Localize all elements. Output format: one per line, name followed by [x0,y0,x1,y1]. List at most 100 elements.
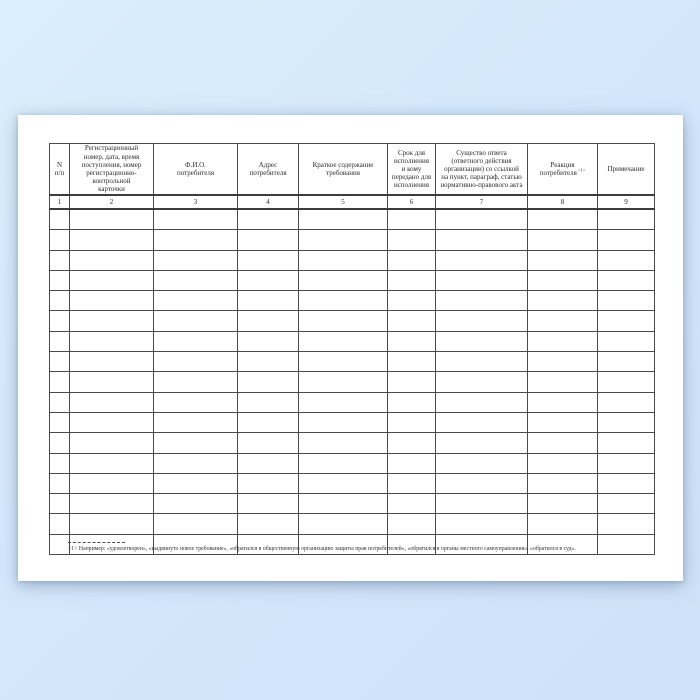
header-cell-5: Краткое содержание требования [298,143,388,196]
table-row [49,472,655,495]
table-cell [435,351,528,373]
table-cell [69,432,154,454]
table-cell [597,493,655,515]
table-cell [597,391,655,413]
table-cell [153,249,238,271]
table-cell [435,330,528,353]
table-cell [597,351,655,373]
table-cell [69,513,154,535]
table-cell [69,310,154,332]
header-cell-7: Существо ответа (ответного действия орга… [435,143,528,196]
table-cell [69,371,154,393]
table-cell [237,310,299,332]
table-cell [153,310,238,332]
table-cell [387,290,436,312]
table-cell [435,371,528,393]
table-cell [387,249,436,271]
table-cell [153,229,238,251]
table-row [49,513,655,535]
table-cell [49,208,70,231]
table-cell [49,493,70,515]
table-cell [597,249,655,271]
header-cell-2: Регистрационный номер, дата, время посту… [69,143,154,196]
table-cell [527,432,598,454]
table-cell [69,493,154,515]
header-cell-3: Ф.И.О. потребителя [153,143,238,196]
column-number-cell: 2 [69,194,154,210]
table-cell [153,411,238,434]
footnote-separator [68,542,125,543]
table-cell [435,269,528,292]
table-cell [49,411,70,434]
table-cell [49,513,70,535]
table-cell [298,371,388,393]
table-row [49,533,655,556]
table-cell [69,330,154,353]
table-cell [153,351,238,373]
table-cell [435,533,528,556]
table-cell [527,229,598,251]
table-cell [298,493,388,515]
table-header: N п/п Регистрационный номер, дата, время … [49,143,655,196]
table-cell [298,391,388,413]
table-cell [435,391,528,413]
table-cell [435,472,528,495]
table-cell [237,391,299,413]
table-cell [527,493,598,515]
table-cell [527,371,598,393]
table-row [49,229,655,251]
table-row [49,371,655,393]
document-page: N п/п Регистрационный номер, дата, время … [18,115,683,581]
table-cell [387,229,436,251]
column-number-cell: 4 [237,194,299,210]
table-row [49,452,655,474]
journal-table: N п/п Регистрационный номер, дата, время … [49,143,655,556]
table-cell [387,452,436,474]
table-row [49,391,655,413]
table-cell [597,229,655,251]
table-cell [69,452,154,474]
header-cell-9: Примечание [597,143,655,196]
table-cell [49,452,70,474]
table-cell [435,208,528,231]
table-cell [597,411,655,434]
table-cell [237,249,299,271]
table-row [49,249,655,271]
table-cell [237,330,299,353]
table-cell [153,371,238,393]
table-cell [527,351,598,373]
table-cell [69,391,154,413]
header-cell-1: N п/п [49,143,70,196]
table-cell [69,229,154,251]
table-cell [298,432,388,454]
column-number-cell: 6 [387,194,436,210]
table-row [49,432,655,454]
column-number-cell: 8 [527,194,598,210]
table-cell [69,411,154,434]
column-number-cell: 5 [298,194,388,210]
table-row [49,351,655,373]
table-cell [237,269,299,292]
table-cell [435,411,528,434]
table-cell [298,269,388,292]
footnote-text: <1> Например: «удовлетворен», «выдвинуто… [68,546,576,552]
column-number-cell: 3 [153,194,238,210]
table-cell [527,452,598,474]
table-cell [237,351,299,373]
table-cell [153,452,238,474]
table-cell [49,330,70,353]
table-cell [527,249,598,271]
table-cell [153,330,238,353]
table-cell [597,310,655,332]
table-cell [597,371,655,393]
table-row [49,330,655,353]
table-cell [237,371,299,393]
table-cell [435,452,528,474]
table-cell [237,208,299,231]
table-cell [153,208,238,231]
table-cell [298,208,388,231]
table-cell [597,290,655,312]
table-cell [527,472,598,495]
table-cell [435,513,528,535]
